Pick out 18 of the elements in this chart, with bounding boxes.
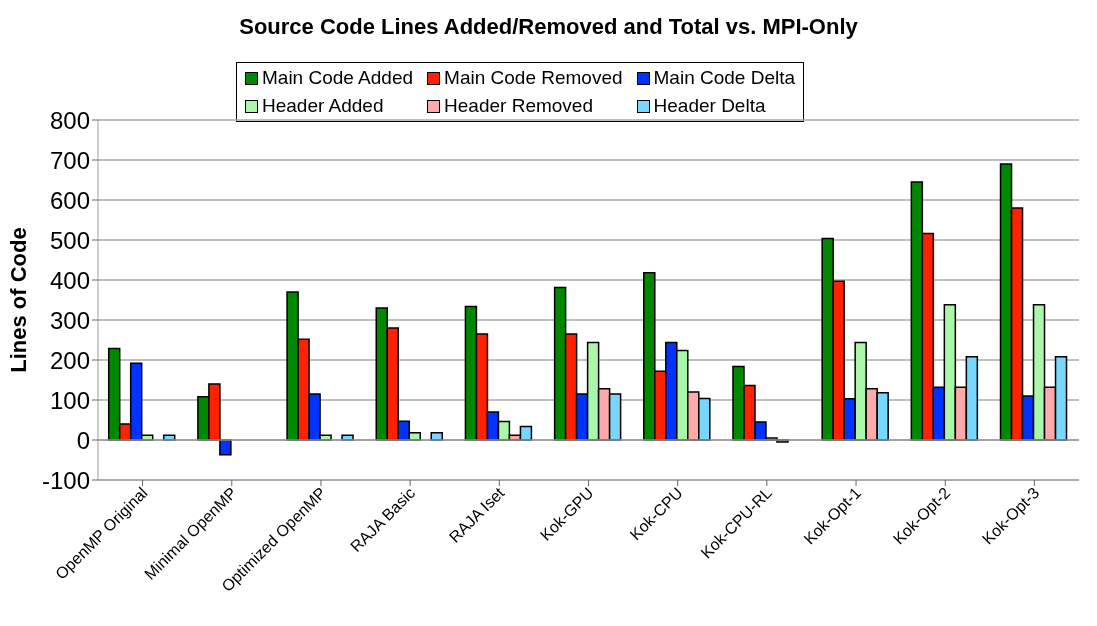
y-tick-label: -100 [41, 466, 90, 494]
legend-label: Header Delta [653, 95, 766, 117]
legend-label: Header Added [262, 95, 384, 117]
chart-title: Source Code Lines Added/Removed and Total vs. MPI-Only [238, 13, 859, 40]
legend-label: Main Code Delta [653, 67, 796, 89]
legend-label: Header Removed [444, 95, 593, 117]
y-tick-label: 400 [49, 266, 90, 294]
y-tick-label: 300 [49, 306, 90, 334]
y-tick-label: 200 [49, 346, 90, 374]
legend-label: Main Code Added [262, 67, 414, 89]
legend-label: Main Code Removed [444, 67, 623, 89]
y-tick-label: 0 [76, 426, 90, 454]
y-tick-label: 500 [49, 226, 90, 254]
y-axis-title: Lines of Code [5, 227, 31, 373]
y-tick-label: 700 [49, 146, 90, 174]
y-tick-label: 100 [49, 386, 90, 414]
y-tick-label: 600 [49, 186, 90, 214]
y-tick-label: 800 [49, 106, 90, 134]
